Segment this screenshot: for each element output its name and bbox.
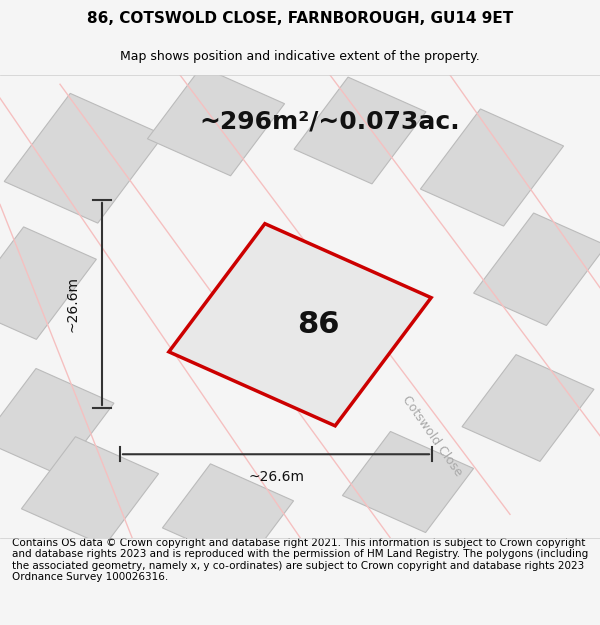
Polygon shape — [163, 464, 293, 565]
Polygon shape — [148, 67, 284, 176]
Polygon shape — [4, 93, 164, 223]
Polygon shape — [462, 354, 594, 461]
Polygon shape — [421, 109, 563, 226]
Polygon shape — [0, 369, 114, 475]
Text: 86: 86 — [297, 310, 339, 339]
Text: 86, COTSWOLD CLOSE, FARNBOROUGH, GU14 9ET: 86, COTSWOLD CLOSE, FARNBOROUGH, GU14 9E… — [87, 11, 513, 26]
Polygon shape — [22, 437, 158, 546]
Polygon shape — [0, 227, 97, 339]
Text: ~26.6m: ~26.6m — [248, 471, 304, 484]
Polygon shape — [343, 431, 473, 532]
Polygon shape — [169, 224, 431, 426]
Polygon shape — [473, 213, 600, 326]
Text: Map shows position and indicative extent of the property.: Map shows position and indicative extent… — [120, 50, 480, 62]
Polygon shape — [294, 77, 426, 184]
Text: ~26.6m: ~26.6m — [65, 276, 79, 332]
Text: Contains OS data © Crown copyright and database right 2021. This information is : Contains OS data © Crown copyright and d… — [12, 538, 588, 582]
Text: Cotswold Close: Cotswold Close — [400, 393, 464, 479]
Text: ~296m²/~0.073ac.: ~296m²/~0.073ac. — [200, 109, 460, 133]
